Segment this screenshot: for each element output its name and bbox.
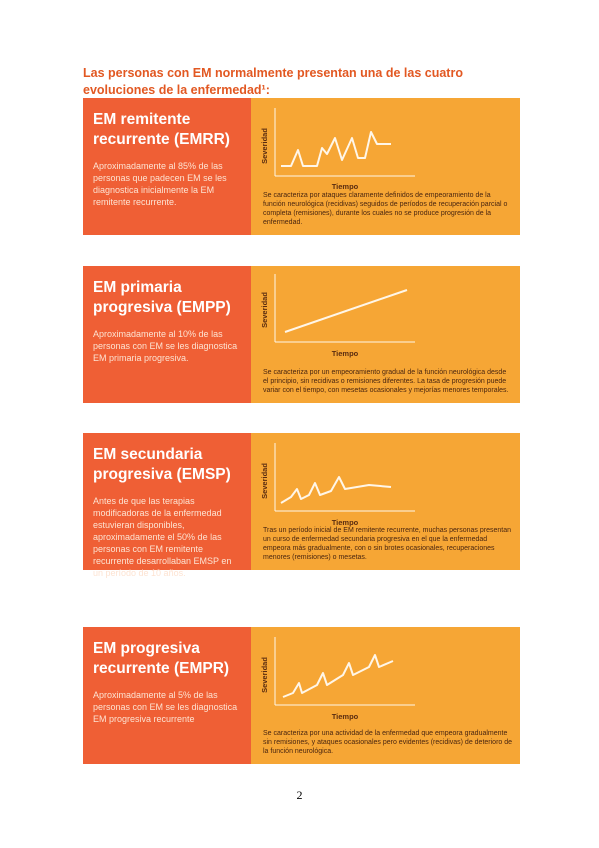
x-axis-label: Tiempo bbox=[332, 518, 359, 527]
y-axis-label: Severidad bbox=[260, 128, 269, 164]
severity-graph-svg: Severidad Tiempo bbox=[260, 637, 415, 721]
severity-graph-svg: Severidad Tiempo bbox=[260, 108, 415, 191]
card-empp: EM primaria progresiva (EMPP) Aproximada… bbox=[83, 266, 520, 403]
severity-line bbox=[281, 131, 391, 167]
card-right-panel: Severidad Tiempo Se caracteriza por un e… bbox=[251, 266, 520, 403]
card-description: Aproximadamente al 5% de las personas co… bbox=[93, 690, 238, 724]
card-emsp: EM secundaria progresiva (EMSP) Antes de… bbox=[83, 433, 520, 578]
card-caption: Se caracteriza por ataques claramente de… bbox=[263, 192, 508, 226]
severity-line bbox=[282, 654, 394, 698]
y-axis-label: Severidad bbox=[260, 657, 269, 693]
y-axis-label: Severidad bbox=[260, 292, 269, 328]
severity-graph-svg: Severidad Tiempo bbox=[260, 443, 415, 527]
card-right-panel: Severidad Tiempo Tras un período inicial… bbox=[251, 433, 520, 570]
severity-graph-svg: Severidad Tiempo bbox=[260, 274, 415, 358]
card-title: EM secundaria progresiva (EMSP) bbox=[93, 446, 231, 483]
card-description: Aproximadamente al 10% de las personas c… bbox=[93, 329, 238, 363]
page-title: Las personas con EM normalmente presenta… bbox=[83, 66, 463, 97]
severity-graph: Severidad Tiempo bbox=[257, 631, 457, 723]
page-number: 2 bbox=[296, 788, 303, 802]
x-axis-label: Tiempo bbox=[332, 712, 359, 721]
card-title: EM remitente recurrente (EMRR) bbox=[93, 111, 230, 148]
card-title: EM progresiva recurrente (EMPR) bbox=[93, 640, 230, 677]
severity-line bbox=[280, 476, 392, 504]
x-axis-label: Tiempo bbox=[332, 349, 359, 358]
card-caption: Se caracteriza por una actividad de la e… bbox=[263, 730, 513, 755]
severity-graph: Severidad Tiempo bbox=[257, 270, 457, 362]
y-axis-label: Severidad bbox=[260, 463, 269, 499]
severity-graph: Severidad Tiempo bbox=[257, 102, 457, 194]
card-description: Antes de que las terapias modificadoras … bbox=[93, 496, 232, 578]
card-left-panel: EM secundaria progresiva (EMSP) Antes de… bbox=[83, 433, 251, 578]
x-axis-label: Tiempo bbox=[332, 182, 359, 191]
severity-line bbox=[284, 289, 408, 333]
card-right-panel: Severidad Tiempo Se caracteriza por una … bbox=[251, 627, 520, 764]
card-title: EM primaria progresiva (EMPP) bbox=[93, 279, 231, 316]
card-left-panel: EM remitente recurrente (EMRR) Aproximad… bbox=[83, 98, 251, 235]
card-description: Aproximadamente al 85% de las personas q… bbox=[93, 161, 227, 207]
card-left-panel: EM progresiva recurrente (EMPR) Aproxima… bbox=[83, 627, 251, 764]
card-caption: Se caracteriza por un empeoramiento grad… bbox=[263, 369, 509, 394]
card-emrr: EM remitente recurrente (EMRR) Aproximad… bbox=[83, 98, 520, 235]
card-empr: EM progresiva recurrente (EMPR) Aproxima… bbox=[83, 627, 520, 764]
severity-graph: Severidad Tiempo bbox=[257, 437, 457, 529]
card-left-panel: EM primaria progresiva (EMPP) Aproximada… bbox=[83, 266, 251, 403]
card-caption: Tras un período inicial de EM remitente … bbox=[263, 527, 511, 561]
card-right-panel: Severidad Tiempo Se caracteriza por ataq… bbox=[251, 98, 520, 235]
